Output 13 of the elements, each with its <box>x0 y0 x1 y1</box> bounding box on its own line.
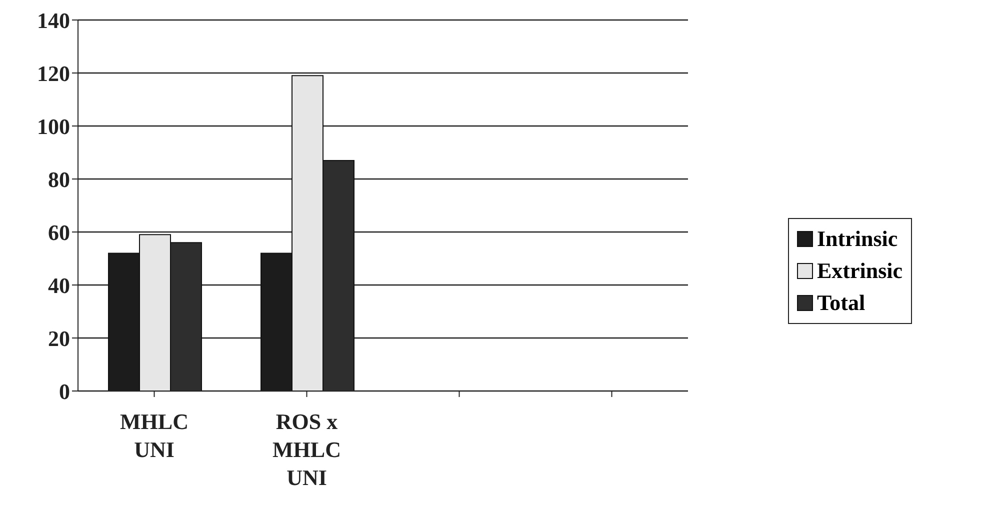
y-tick-label: 100 <box>37 114 70 139</box>
y-tick-label: 60 <box>48 220 70 245</box>
x-tick-label: MHLC UNI <box>120 409 188 462</box>
y-tick-label: 120 <box>37 60 70 86</box>
y-tick-label: 40 <box>48 272 70 298</box>
y-tick-label: 0 <box>59 378 70 404</box>
y-tick-label: 80 <box>48 166 70 192</box>
y-tick-label: 20 <box>48 326 70 351</box>
legend-label: Total <box>817 290 866 316</box>
legend-label: Intrinsic <box>817 226 898 252</box>
y-tick-label: 140 <box>37 8 70 33</box>
x-tick-label: ROS x MHLC UNI <box>272 409 341 490</box>
legend-label: Extrinsic <box>817 258 903 284</box>
